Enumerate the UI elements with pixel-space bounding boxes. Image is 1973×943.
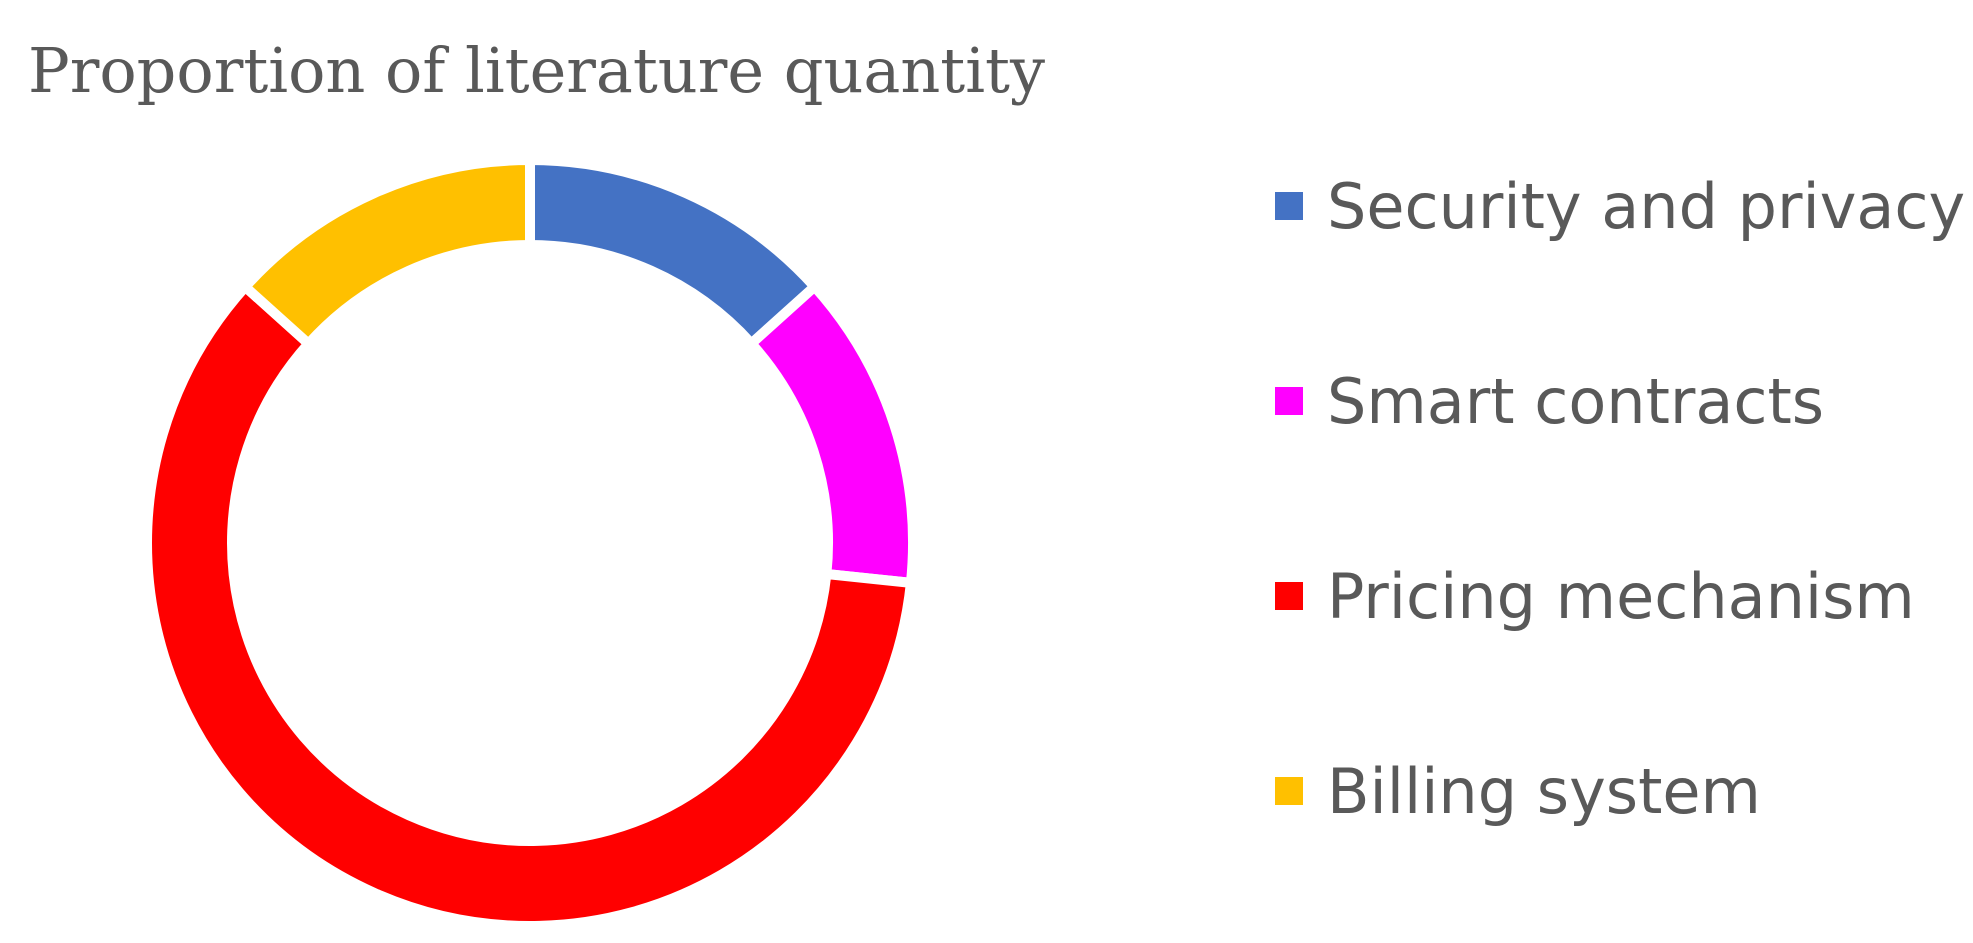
legend-swatch-smart-contracts: [1275, 387, 1303, 415]
legend-item-security-privacy[interactable]: Security and privacy: [1275, 156, 1965, 256]
legend-swatch-pricing-mechanism: [1275, 582, 1303, 610]
slice-smart-contracts[interactable]: [744, 279, 918, 589]
legend-item-pricing-mechanism[interactable]: Pricing mechanism: [1275, 546, 1965, 646]
legend-label-smart-contracts: Smart contracts: [1327, 364, 1825, 438]
chart-legend: Security and privacy Smart contracts Pri…: [1275, 156, 1965, 936]
chart-title: Proportion of literature quantity: [28, 34, 1045, 107]
legend-item-billing-system[interactable]: Billing system: [1275, 741, 1965, 841]
legend-swatch-billing-system: [1275, 777, 1303, 805]
legend-label-security-privacy: Security and privacy: [1327, 169, 1966, 243]
slice-security-privacy[interactable]: [525, 154, 822, 351]
legend-item-smart-contracts[interactable]: Smart contracts: [1275, 351, 1965, 451]
slice-pricing-mechanism[interactable]: [142, 279, 917, 931]
legend-label-billing-system: Billing system: [1327, 754, 1761, 828]
legend-label-pricing-mechanism: Pricing mechanism: [1327, 559, 1915, 633]
slice-billing-system[interactable]: [238, 154, 535, 351]
legend-swatch-security-privacy: [1275, 192, 1303, 220]
